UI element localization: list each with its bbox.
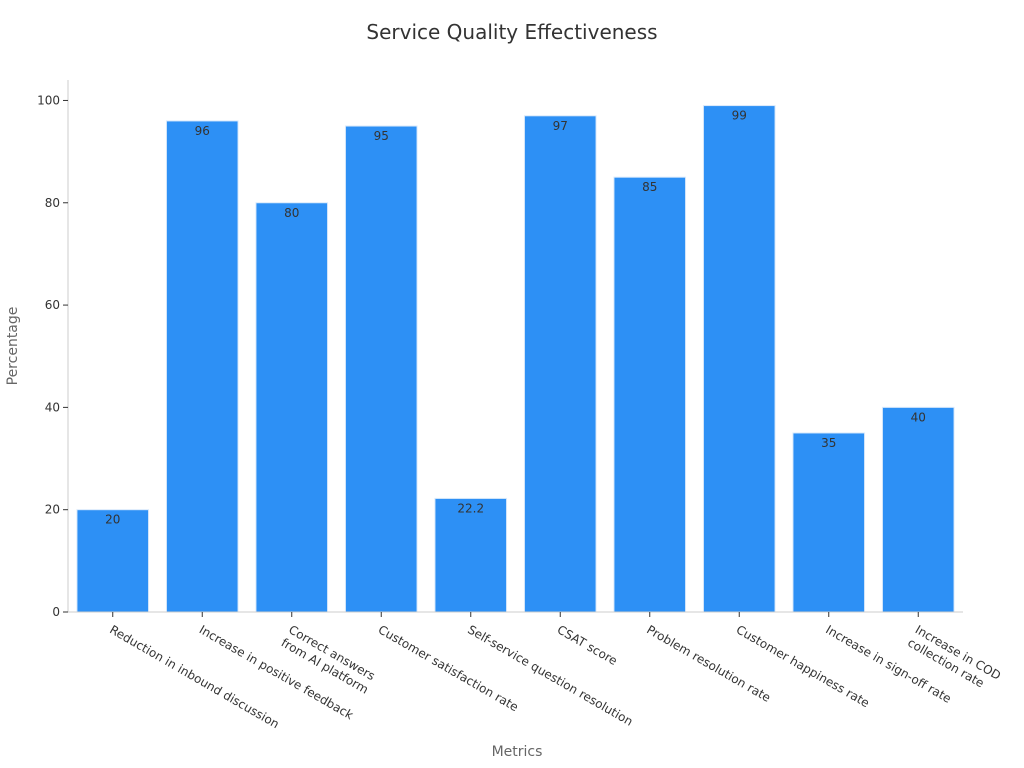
data-labels-group: 20 96 80 95 22.2 97 85 99 35 40 xyxy=(105,109,926,527)
bar-value-label: 22.2 xyxy=(457,501,484,515)
bar xyxy=(165,120,239,613)
bar-value-label: 85 xyxy=(642,180,657,194)
bar xyxy=(881,406,955,613)
x-tick-label: Self-service question resolution xyxy=(465,622,635,728)
x-axis-title: Metrics xyxy=(492,744,543,760)
x-tick-label: CSAT score xyxy=(555,622,620,668)
y-tick-label: 80 xyxy=(45,196,60,210)
x-tick-label: Customer satisfaction rate xyxy=(376,622,521,714)
y-tick-label: 0 xyxy=(52,605,60,619)
bar-value-label: 40 xyxy=(911,410,926,424)
bar xyxy=(523,115,597,613)
bar xyxy=(255,202,329,613)
bar xyxy=(702,105,776,613)
x-tick-label: Reduction in inbound discussion xyxy=(107,622,281,731)
bar-value-label: 96 xyxy=(195,124,210,138)
bars-group xyxy=(76,105,955,613)
bar xyxy=(434,497,508,613)
bar-value-label: 95 xyxy=(374,129,389,143)
y-tick-label: 40 xyxy=(45,400,60,414)
bar-value-label: 97 xyxy=(553,119,568,133)
y-tick-label: 60 xyxy=(45,298,60,312)
bar xyxy=(792,432,866,613)
bar xyxy=(344,125,418,613)
chart-title: Service Quality Effectiveness xyxy=(366,20,658,44)
bar xyxy=(613,176,687,613)
bar-value-label: 20 xyxy=(105,513,120,527)
y-axis-title: Percentage xyxy=(5,307,21,386)
bar xyxy=(76,509,150,613)
y-tick-label: 100 xyxy=(37,93,60,107)
y-axis: 0 20 40 60 80 100 xyxy=(37,80,69,619)
bar-value-label: 35 xyxy=(821,436,836,450)
x-axis: Reduction in inbound discussionIncrease … xyxy=(68,611,1003,731)
bar-value-label: 99 xyxy=(732,109,747,123)
bar-value-label: 80 xyxy=(284,206,299,220)
y-tick-label: 20 xyxy=(45,503,60,517)
